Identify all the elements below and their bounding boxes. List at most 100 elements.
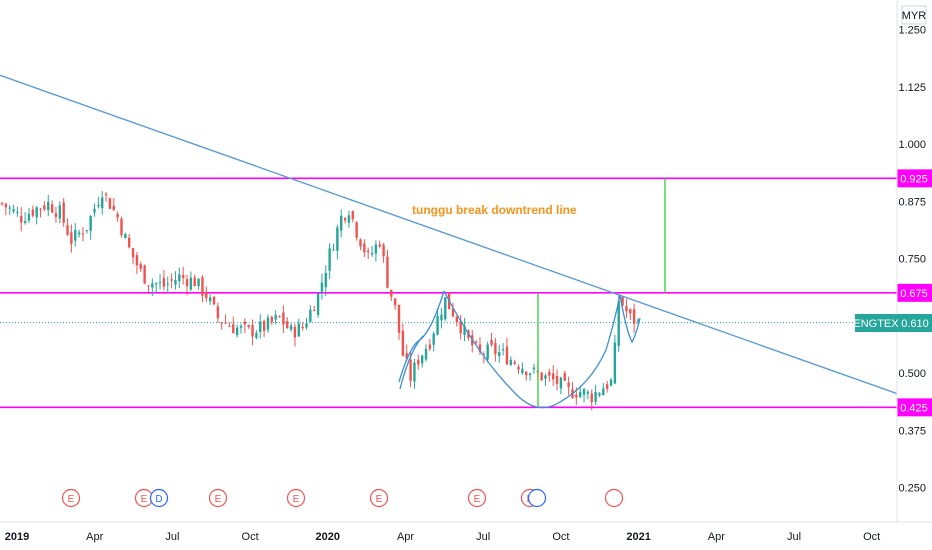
currency-box[interactable] (901, 5, 927, 25)
event-marker (604, 488, 624, 508)
candle-body (301, 326, 304, 328)
candle-body (166, 283, 169, 285)
candle-body (259, 321, 262, 332)
candle-body (370, 252, 374, 255)
candle-body (517, 366, 520, 370)
candle-body (521, 368, 524, 374)
handle-curve (619, 294, 641, 344)
candle-body (243, 321, 247, 325)
candle-body (486, 344, 489, 360)
level-badge-text: 0.675 (900, 288, 928, 300)
candle-body (235, 327, 239, 336)
candle-body (81, 233, 85, 235)
level-badge (897, 283, 932, 302)
candle-body (513, 362, 516, 364)
x-tick-label: Oct (552, 531, 569, 543)
candle-body (544, 375, 547, 379)
horizontal-levels: 0.925 0.675 0.425 (0, 169, 932, 417)
candle-body (428, 344, 432, 349)
candle-body (328, 248, 331, 271)
y-tick-label: 0.500 (898, 368, 926, 380)
x-tick-label: Oct (863, 531, 880, 543)
candle-body (401, 330, 405, 356)
candle-body (216, 306, 220, 319)
candle-body (598, 393, 601, 396)
candle-body (501, 349, 505, 351)
x-tick-label: Oct (242, 531, 259, 543)
candle-body (363, 243, 366, 253)
candle-body (185, 279, 189, 287)
candle-body (386, 256, 389, 288)
candle-body (151, 283, 154, 288)
candle-body (262, 320, 266, 331)
candle-body (575, 394, 578, 398)
candle-body (305, 323, 308, 328)
annotation-text: tunggu break downtrend line (412, 203, 577, 217)
downtrend-line (0, 74, 898, 395)
event-label: D (155, 494, 162, 505)
candle-body (43, 205, 46, 210)
candle-body (189, 277, 193, 290)
x-tick-label: 2019 (5, 531, 29, 543)
candle-body (170, 279, 173, 281)
candle-body (625, 306, 628, 312)
candle-body (436, 315, 439, 335)
event-label: E (215, 494, 222, 505)
candle-body (197, 278, 200, 287)
candle-body (340, 215, 343, 231)
candle-body (374, 244, 378, 254)
candle-body (228, 325, 231, 327)
candle-body (451, 308, 455, 317)
candle-body (621, 297, 624, 306)
candle-body (193, 277, 196, 287)
event-label: E (293, 494, 300, 505)
candle-body (128, 237, 131, 248)
candle-body (139, 264, 142, 269)
candle-body (629, 309, 632, 314)
y-tick-label: 1.000 (898, 139, 926, 151)
candle-body (255, 333, 258, 338)
candle-body (54, 213, 58, 217)
candle-body (474, 341, 478, 343)
candle-body (478, 344, 482, 352)
candle-body (336, 227, 339, 251)
candle-body (205, 291, 208, 299)
y-tick-label: 0.750 (898, 254, 926, 266)
candle-body (147, 285, 150, 287)
candle-body (563, 373, 566, 381)
x-tick-label: Jul (476, 531, 490, 543)
candle-body (413, 362, 416, 382)
candle-body (355, 222, 358, 238)
x-tick-label: Apr (86, 531, 103, 543)
candle-body (208, 297, 212, 302)
candle-body (605, 384, 609, 389)
candle-body (0, 202, 4, 204)
candle-body (594, 391, 597, 402)
candles (0, 190, 640, 411)
price-badge-text: 0.610 (901, 318, 929, 330)
level-badge (897, 398, 932, 417)
x-tick-label: 2021 (626, 531, 650, 543)
candle-body (444, 297, 447, 320)
price-badge (898, 314, 932, 332)
event-marker (286, 488, 306, 508)
candle-body (390, 289, 393, 297)
candle-body (482, 354, 486, 356)
candle-body (201, 277, 204, 296)
y-tick-label: 0.250 (898, 483, 926, 495)
candle-body (89, 215, 92, 231)
candle-body (567, 382, 570, 387)
candle-body (343, 218, 347, 221)
candle-body (8, 207, 11, 209)
level-badge (897, 169, 932, 188)
candle-body (108, 198, 112, 209)
candle-body (613, 342, 617, 384)
candle-body (552, 373, 555, 380)
event-marker (527, 488, 547, 508)
candle-body (116, 213, 119, 218)
candle-body (590, 393, 593, 402)
candle-body (278, 316, 281, 318)
symbol-badge (855, 314, 898, 332)
